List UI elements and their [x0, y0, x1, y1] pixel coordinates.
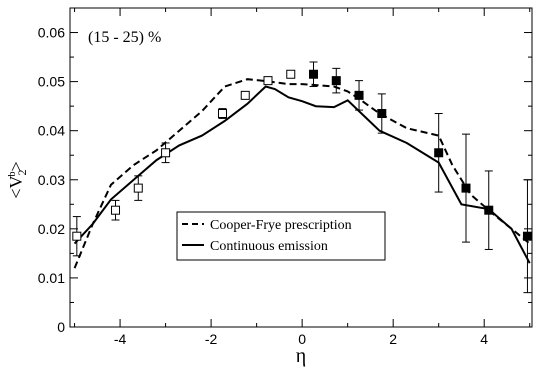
x-tick-label: 2	[389, 331, 397, 347]
data-point-open	[133, 183, 143, 193]
x-tick-label: -2	[205, 331, 218, 347]
x-axis-title: η	[296, 345, 306, 367]
x-tick-label: 0	[298, 331, 306, 347]
data-point-open	[161, 148, 171, 158]
y-tick-label: 0.04	[38, 123, 65, 139]
data-point-filled	[522, 231, 532, 241]
data-points	[72, 61, 532, 294]
legend-box	[176, 211, 386, 261]
series-continuous-line	[73, 85, 531, 264]
x-tick-label: 4	[480, 331, 488, 347]
x-axis: -4 -2 0 2 4	[74, 8, 531, 347]
x-tick-label: -4	[114, 331, 127, 347]
data-point-filled	[434, 148, 444, 158]
data-point-open	[111, 205, 121, 215]
legend-label-cooper-frye: Cooper-Frye prescription	[210, 218, 352, 233]
data-point-filled	[309, 69, 319, 79]
y-tick-label: 0.02	[38, 221, 65, 237]
y-tick-label: 0.03	[38, 172, 65, 188]
y-axis: 0 0.01 0.02 0.03 0.04 0.05 0.06	[38, 25, 532, 335]
data-point-open	[217, 109, 227, 119]
y-tick-label: 0.01	[38, 270, 65, 286]
y-axis-title-sub: 2	[15, 170, 29, 176]
legend-label-continuous: Continuous emission	[210, 239, 328, 254]
legend: Cooper-Frye prescription Continuous emis…	[176, 211, 386, 261]
y-axis-title: <V2b>	[6, 161, 29, 198]
y-tick-label: 0.05	[38, 74, 65, 90]
y-tick-label: 0.06	[38, 25, 65, 41]
y-tick-label: 0	[57, 319, 65, 335]
data-point-open	[263, 76, 273, 86]
series-cooper-frye-line	[73, 78, 531, 269]
data-point-filled	[484, 205, 494, 215]
data-point-open	[72, 231, 82, 241]
data-point-filled	[461, 183, 471, 193]
data-point-filled	[354, 90, 364, 100]
y-axis-title-sup: b	[7, 172, 18, 177]
data-point-open	[240, 90, 250, 100]
model-curves	[73, 78, 531, 269]
data-point-open	[286, 69, 296, 79]
data-point-filled	[331, 76, 341, 86]
centrality-annotation: (15 - 25) %	[88, 29, 161, 46]
data-point-filled	[377, 109, 387, 119]
plot-frame	[69, 7, 533, 328]
y-axis-title-base: V	[6, 176, 26, 189]
